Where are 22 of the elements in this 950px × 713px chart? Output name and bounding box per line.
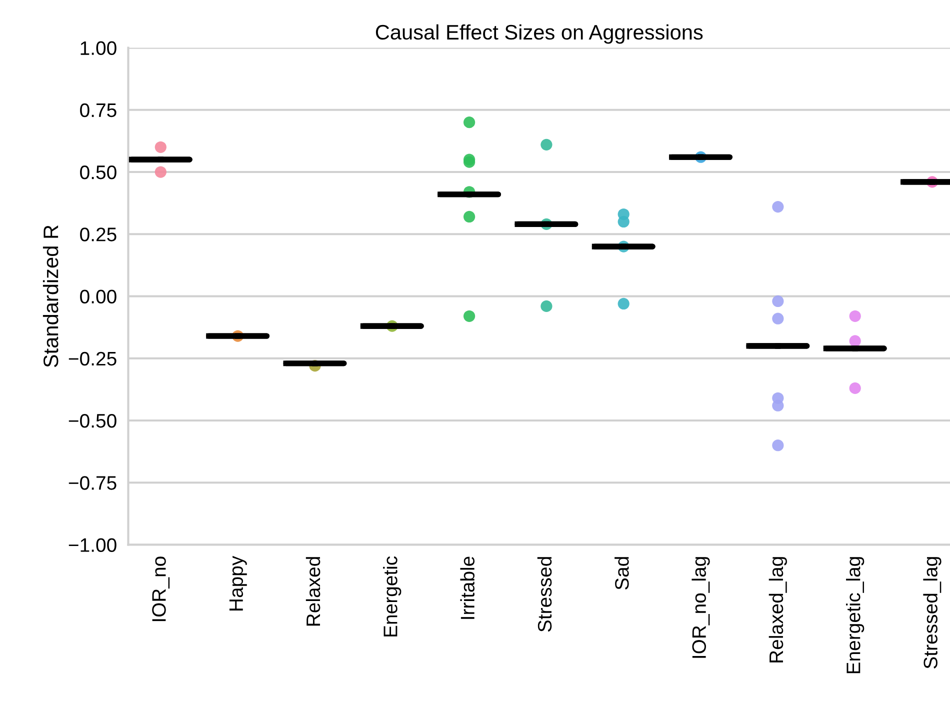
x-tick-label: Relaxed	[306, 557, 320, 626]
x-tick-label: Energetic	[383, 556, 402, 636]
x-tick-label: Sad	[614, 557, 629, 590]
y-tick-label: 0.75	[80, 103, 116, 118]
x-tick-label: Stressed	[537, 557, 552, 632]
x-tick-label: IOR_no	[152, 556, 170, 622]
y-tick-label: −0.25	[68, 352, 116, 366]
x-tick-label: IOR_no_lag	[692, 557, 710, 658]
y-tick-label: −0.75	[68, 476, 116, 490]
y-tick-label: 1.00	[80, 41, 116, 56]
x-tick-label: Energetic_lag	[846, 557, 864, 674]
x-tick-label: Stressed_lag	[923, 557, 942, 668]
y-tick-label: −0.50	[68, 414, 116, 428]
x-tick-label: Happy	[229, 556, 247, 610]
chart-title: Causal Effect Sizes on Aggressions	[376, 24, 703, 44]
y-tick-label: −1.00	[68, 538, 116, 552]
x-tick-label: Relaxed_lag	[768, 557, 787, 662]
y-tick-label: 0.50	[80, 165, 116, 180]
x-tick-label: Irritable	[460, 556, 475, 619]
y-tick-label: 0.00	[80, 290, 116, 304]
y-tick-label: 0.25	[80, 228, 116, 242]
y-axis-title: Standardized R	[42, 225, 58, 368]
